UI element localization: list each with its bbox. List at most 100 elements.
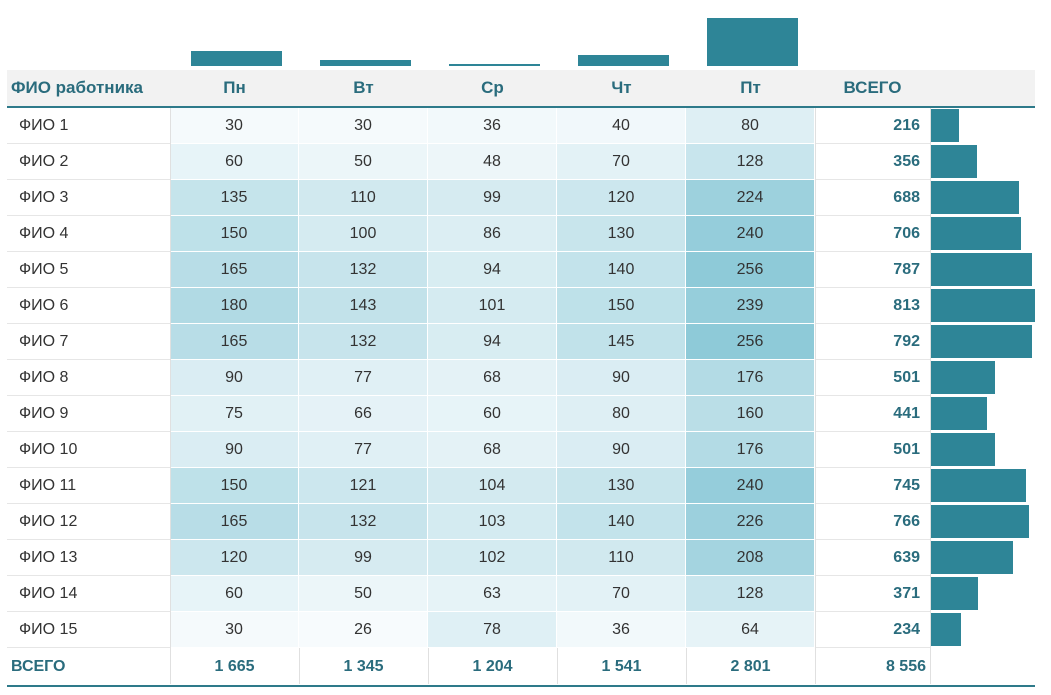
row-name: ФИО 5 xyxy=(7,252,170,288)
footer-day-total: 1 665 xyxy=(214,658,255,675)
value-cell: 100 xyxy=(299,216,428,252)
row-name: ФИО 7 xyxy=(7,324,170,360)
value-cell: 77 xyxy=(299,432,428,468)
value-cell: 104 xyxy=(428,468,557,504)
value-cell: 50 xyxy=(299,144,428,180)
row-name: ФИО 6 xyxy=(7,288,170,324)
value-cell: 90 xyxy=(170,360,299,396)
day-total-bar xyxy=(449,64,540,66)
value-cell: 26 xyxy=(299,612,428,648)
row-total: 501 xyxy=(815,432,930,468)
value-cell: 240 xyxy=(686,216,815,252)
row-name: ФИО 10 xyxy=(7,432,170,468)
value-cell: 256 xyxy=(686,324,815,360)
value-cell: 94 xyxy=(428,252,557,288)
value-cell: 150 xyxy=(170,216,299,252)
value-cell: 50 xyxy=(299,576,428,612)
value-cell: 145 xyxy=(557,324,686,360)
row-total: 766 xyxy=(815,504,930,540)
value-cell: 36 xyxy=(557,612,686,648)
value-cell: 120 xyxy=(170,540,299,576)
row-name: ФИО 3 xyxy=(7,180,170,216)
value-cell: 128 xyxy=(686,576,815,612)
footer-day-total: 1 345 xyxy=(343,658,384,675)
value-cell: 75 xyxy=(170,396,299,432)
footer-divider xyxy=(299,648,300,684)
footer-divider xyxy=(557,648,558,684)
footer-divider xyxy=(686,648,687,684)
value-cell: 150 xyxy=(557,288,686,324)
header-day: Пн xyxy=(223,78,246,97)
row-total: 371 xyxy=(815,576,930,612)
row-name: ФИО 15 xyxy=(7,612,170,648)
day-total-bar xyxy=(578,54,669,66)
row-total-bar xyxy=(931,541,1013,574)
footer-day-total: 1 541 xyxy=(601,658,642,675)
value-cell: 99 xyxy=(428,180,557,216)
row-total: 356 xyxy=(815,144,930,180)
row-total-bar xyxy=(931,145,977,178)
value-cell: 60 xyxy=(170,576,299,612)
row-total-bar xyxy=(931,577,979,610)
row-total: 216 xyxy=(815,108,930,144)
value-cell: 103 xyxy=(428,504,557,540)
value-cell: 165 xyxy=(170,252,299,288)
value-cell: 132 xyxy=(299,252,428,288)
footer-day-total: 1 204 xyxy=(472,658,513,675)
value-cell: 77 xyxy=(299,360,428,396)
header-day: Чт xyxy=(611,78,632,97)
row-total: 787 xyxy=(815,252,930,288)
value-cell: 140 xyxy=(557,252,686,288)
row-total: 639 xyxy=(815,540,930,576)
value-cell: 256 xyxy=(686,252,815,288)
value-cell: 60 xyxy=(428,396,557,432)
value-cell: 240 xyxy=(686,468,815,504)
value-cell: 70 xyxy=(557,144,686,180)
row-total: 745 xyxy=(815,468,930,504)
value-cell: 110 xyxy=(299,180,428,216)
value-cell: 68 xyxy=(428,360,557,396)
value-cell: 160 xyxy=(686,396,815,432)
row-total-bar xyxy=(931,109,959,142)
value-cell: 132 xyxy=(299,504,428,540)
row-total: 792 xyxy=(815,324,930,360)
value-cell: 102 xyxy=(428,540,557,576)
value-cell: 36 xyxy=(428,108,557,144)
value-cell: 30 xyxy=(299,108,428,144)
row-total-bar xyxy=(931,253,1032,286)
value-cell: 208 xyxy=(686,540,815,576)
value-cell: 226 xyxy=(686,504,815,540)
column-divider xyxy=(170,108,171,684)
row-total: 441 xyxy=(815,396,930,432)
footer-divider xyxy=(428,648,429,684)
value-cell: 130 xyxy=(557,216,686,252)
value-cell: 135 xyxy=(170,180,299,216)
row-name: ФИО 12 xyxy=(7,504,170,540)
value-cell: 130 xyxy=(557,468,686,504)
value-cell: 128 xyxy=(686,144,815,180)
value-cell: 64 xyxy=(686,612,815,648)
header-day: Вт xyxy=(353,78,374,97)
header-total: ВСЕГО xyxy=(843,78,902,97)
row-total-bar xyxy=(931,613,961,646)
header-background xyxy=(7,70,1035,106)
row-total-bar xyxy=(931,181,1019,214)
row-total-bar xyxy=(931,325,1033,358)
value-cell: 48 xyxy=(428,144,557,180)
value-cell: 143 xyxy=(299,288,428,324)
value-cell: 165 xyxy=(170,324,299,360)
value-cell: 86 xyxy=(428,216,557,252)
value-cell: 120 xyxy=(557,180,686,216)
row-total-bar xyxy=(931,433,996,466)
row-name: ФИО 9 xyxy=(7,396,170,432)
row-name: ФИО 8 xyxy=(7,360,170,396)
value-cell: 90 xyxy=(170,432,299,468)
row-total-bar xyxy=(931,397,988,430)
value-cell: 30 xyxy=(170,108,299,144)
value-cell: 165 xyxy=(170,504,299,540)
row-name: ФИО 14 xyxy=(7,576,170,612)
value-cell: 63 xyxy=(428,576,557,612)
row-total-bar xyxy=(931,361,996,394)
row-total-bar xyxy=(931,469,1027,502)
